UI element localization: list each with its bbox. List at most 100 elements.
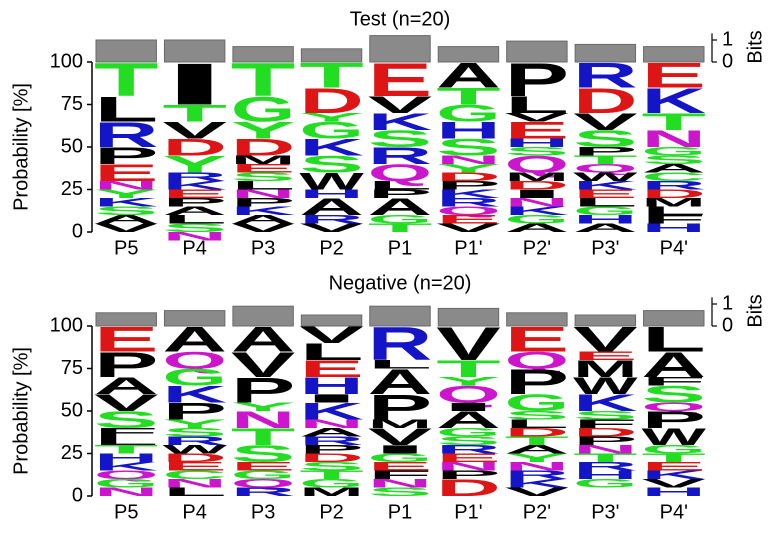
- x-tick-label: P4': [660, 237, 688, 259]
- letter-group: Y: [231, 401, 295, 414]
- letter-group: R: [573, 460, 637, 473]
- logo-letter: F: [642, 375, 706, 388]
- letter-group: L: [94, 435, 158, 448]
- logo-letter: P: [94, 143, 158, 169]
- letter-group: A: [642, 345, 706, 385]
- logo-letter: T: [642, 452, 706, 465]
- letter-group: Q: [231, 477, 295, 490]
- x-tick-label: P3': [591, 237, 619, 259]
- letter-group: Y: [436, 375, 500, 388]
- y-tick-label: 75: [61, 93, 83, 115]
- letter-group: R: [94, 115, 158, 155]
- letter-group: S: [231, 171, 295, 184]
- letter-group: G: [505, 390, 569, 416]
- logo-letter: K: [368, 109, 432, 135]
- logo-letter: H: [642, 222, 706, 235]
- logo-letter: Q: [573, 162, 637, 175]
- logo-letter: E: [94, 160, 158, 186]
- letter-group: S: [162, 222, 226, 235]
- letter-group: Q: [368, 160, 432, 186]
- letter-group: N: [94, 486, 158, 499]
- logo-letter: Q: [368, 160, 432, 186]
- logo-letter: G: [231, 89, 295, 129]
- letter-group: E: [505, 117, 569, 143]
- letter-group: G: [505, 213, 569, 226]
- letter-group: H: [642, 222, 706, 235]
- bits-bar: [574, 314, 637, 327]
- letter-group: A: [505, 222, 569, 235]
- x-tick-label: P3: [251, 237, 275, 259]
- logo-letter: E: [299, 356, 363, 382]
- letter-group: V: [368, 92, 432, 118]
- letter-group: S: [368, 486, 432, 499]
- logo-letter: A: [436, 407, 500, 433]
- logo-letter: G: [231, 469, 295, 482]
- letter-group: N: [231, 188, 295, 201]
- bits-bar: [437, 46, 500, 63]
- logo-letter: Y: [299, 111, 363, 124]
- letter-group: P: [436, 179, 500, 192]
- letter-group: G: [368, 452, 432, 465]
- logo-letter: I: [368, 443, 432, 456]
- logo-letter: P: [368, 387, 432, 427]
- logo-letter: G: [642, 443, 706, 456]
- bits-bar: [95, 39, 157, 63]
- logo-letter: N: [505, 196, 569, 209]
- logo-letter: S: [642, 381, 706, 407]
- logo-letter: L: [642, 319, 706, 359]
- y-tick-label: 0: [72, 484, 83, 506]
- letter-group: V: [94, 390, 158, 416]
- logo-letter: V: [642, 477, 706, 490]
- logo-letter: D: [162, 452, 226, 465]
- letter-group: T: [436, 356, 500, 382]
- logo-letter: S: [436, 134, 500, 160]
- letter-group: V: [299, 222, 363, 235]
- logo-letter: H: [299, 188, 363, 201]
- letter-group: N: [505, 196, 569, 209]
- letter-group: K: [299, 398, 363, 424]
- letter-group: L: [162, 213, 226, 226]
- letter-group: R: [299, 435, 363, 448]
- logo-letter: H: [573, 213, 637, 226]
- letter-group: F: [642, 213, 706, 226]
- logo-letter: L: [505, 92, 569, 118]
- letter-group: Q: [642, 401, 706, 414]
- logo-letter: T: [94, 53, 158, 106]
- logo-letter: W: [642, 424, 707, 450]
- letter-group: T: [162, 100, 226, 126]
- letter-group: L: [299, 339, 363, 365]
- letter-group: E: [368, 53, 432, 106]
- bits-bar: [506, 40, 568, 63]
- logo-letter: E: [642, 460, 706, 473]
- logo-letter: A: [642, 345, 706, 385]
- letter-group: N: [573, 443, 637, 456]
- letter-group: H: [573, 213, 637, 226]
- logo-letter: E: [436, 213, 500, 226]
- logo-letter: R: [573, 460, 637, 473]
- letter-group: E: [231, 162, 295, 175]
- x-tick-label: P4': [660, 501, 688, 523]
- x-tick-label: P1: [388, 501, 412, 523]
- logo-letter: N: [94, 179, 158, 192]
- letter-group: P: [162, 196, 226, 209]
- logo-letter: Y: [436, 162, 500, 175]
- bits-bar: [369, 305, 431, 327]
- logo-letter: K: [299, 134, 363, 160]
- letter-group: A: [231, 213, 295, 226]
- logo-letter: H: [299, 373, 363, 399]
- letter-group: V: [505, 111, 569, 124]
- letter-group: R: [505, 469, 569, 482]
- letter-group: A: [642, 162, 706, 175]
- letter-group: M: [573, 356, 637, 382]
- logo-letter: V: [436, 222, 500, 235]
- bits-bar: [437, 307, 500, 327]
- logo-letter: P: [573, 435, 637, 448]
- letter-group: S: [299, 151, 363, 177]
- logo-letter: A: [231, 319, 295, 359]
- bits-bar: [506, 312, 568, 327]
- logo-letter: S: [436, 435, 500, 448]
- letter-group: A: [436, 407, 500, 433]
- logo-letter: Q: [642, 401, 706, 414]
- logo-letter: N: [231, 188, 295, 201]
- y2-axis-label: Bits: [744, 30, 766, 63]
